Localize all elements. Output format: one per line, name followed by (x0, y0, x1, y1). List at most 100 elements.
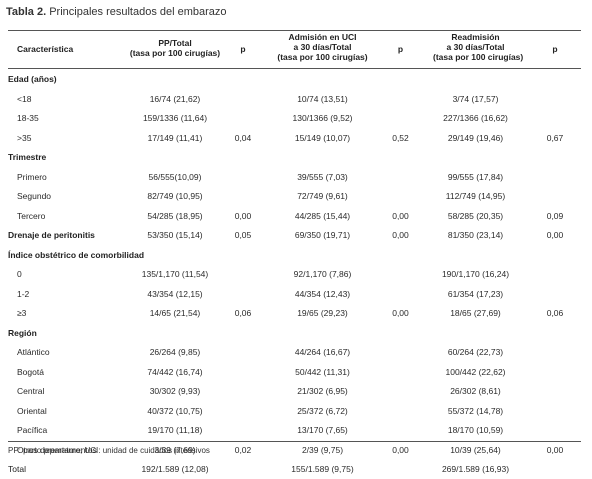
header-p1: p (240, 44, 246, 54)
header-readmision-line3: (tasa por 100 cirugías) (433, 52, 524, 62)
cell-p1: 0,04 (234, 132, 252, 143)
cell-admision: 19/65 (29,23) (297, 308, 348, 318)
row-label: ≥3 (17, 308, 27, 318)
row-label: <18 (17, 93, 32, 104)
header-pp-line2: (tasa por 100 cirugías) (129, 48, 221, 58)
row-label: Región (8, 327, 37, 338)
header-admision-line3: (tasa por 100 cirugías) (277, 52, 368, 62)
cell-admision: 69/350 (19,71) (294, 230, 351, 240)
cell-readmision: 61/354 (17,23) (447, 288, 504, 299)
cell-pp: 53/350 (15,14) (147, 230, 203, 240)
table-row: 1-2 43/354 (12,15) 44/354 (12,43) 61/354 (1… (8, 284, 581, 304)
cell-admision: 72/749 (9,61) (297, 191, 348, 201)
row-label: Trimestre (8, 152, 47, 162)
table-row: Pacífica 19/170 (11,18) 13/170 (7,65) 18/17… (8, 420, 581, 440)
cell-p1: 0,06 (234, 308, 252, 318)
top-rule (8, 30, 581, 31)
header-p2: p (397, 44, 404, 54)
row-label: Otros departamentos (17, 444, 97, 455)
cell-pp: 19/170 (11,18) (147, 425, 203, 435)
cell-pp: 56/555(10,09) (148, 171, 202, 182)
header-pp: PP/Total (tasa por 100 cirugías) (129, 38, 221, 58)
table-row: Drenaje de peritonitis 53/350 (15,14) 0,05… (8, 225, 581, 245)
table-row: >35 17/149 (11,41) 0,04 15/149 (10,07) 0,52 2… (8, 128, 581, 148)
cell-pp: 74/442 (16,74) (147, 366, 203, 377)
cell-admision: 50/442 (11,31) (295, 366, 350, 377)
row-label: Primero (17, 171, 47, 182)
cell-p2: 0,00 (392, 444, 409, 455)
cell-admision: 44/264 (16,67) (294, 347, 351, 357)
cell-p1: 0,05 (234, 230, 252, 240)
cell-admision: 2/39 (9,75) (301, 444, 344, 455)
cell-readmision: 3/74 (17,57) (452, 93, 499, 104)
row-label: Bogotá (17, 366, 44, 377)
table-row: Trimestre (8, 147, 581, 167)
table-row: Atlántico 26/264 (9,85) 44/264 (16,67) 60/2… (8, 342, 581, 362)
cell-readmision: 227/1366 (16,62) (443, 113, 508, 123)
cell-p2: 0,00 (392, 210, 409, 221)
row-label: Índice obstétrico de comorbilidad (8, 249, 145, 260)
cell-readmision: 55/372 (14,78) (447, 405, 504, 416)
cell-admision: 15/149 (10,07) (294, 132, 351, 143)
header-admision: Admisión en UCI a 30 días/Total (tasa po… (275, 32, 370, 62)
header-admision-line1: Admisión en UCI (288, 32, 357, 42)
header-rule (8, 68, 581, 69)
cell-p1: 0,00 (234, 210, 252, 221)
cell-pp: 54/285 (18,95) (147, 210, 203, 221)
row-label: Edad (años) (8, 74, 57, 84)
table-row: <18 16/74 (21,62) 10/74 (13,51) 3/74 (17,57… (8, 89, 581, 109)
row-label: Oriental (17, 405, 47, 416)
cell-readmision: 58/285 (20,35) (447, 210, 504, 221)
table-row: ≥3 14/65 (21,54) 0,06 19/65 (29,23) 0,00 18/6… (8, 303, 581, 323)
row-label: 0 (17, 269, 22, 279)
table-row: Edad (años) (8, 69, 581, 89)
cell-admision: 25/372 (6,72) (297, 405, 348, 416)
row-label: 18-35 (17, 113, 39, 123)
cell-p2: 0,00 (392, 230, 409, 240)
cell-p3: 0,00 (546, 444, 564, 455)
row-label: Tercero (17, 210, 46, 221)
cell-pp: 82/749 (10,95) (147, 191, 203, 201)
header-readmision-line1: Readmisión (451, 32, 500, 42)
cell-p1: 0,02 (234, 444, 252, 455)
table-row: Otros departamentos 3/39 (7,69) 0,02 2/39 (… (8, 440, 581, 460)
table-row: Oriental 40/372 (10,75) 25/372 (6,72) 55/37… (8, 401, 581, 421)
cell-readmision: 190/1,170 (16,24) (441, 269, 510, 279)
cell-readmision: 18/65 (27,69) (450, 308, 501, 318)
table-footnote: PP: parto prematuro; UCI: unidad de cuid… (8, 446, 210, 455)
table-number: Tabla 2. (6, 6, 47, 18)
header-p3: p (552, 44, 558, 54)
row-label: Drenaje de peritonitis (8, 230, 95, 240)
cell-readmision: 18/170 (10,59) (447, 425, 504, 435)
row-label: 1-2 (17, 288, 30, 299)
cell-p3: 0,67 (546, 132, 564, 143)
cell-pp: 43/354 (12,15) (147, 288, 203, 299)
bottom-rule (8, 441, 581, 442)
cell-readmision: 100/442 (22,62) (445, 366, 506, 377)
cell-admision: 21/302 (6,95) (297, 386, 348, 396)
cell-admision: 13/170 (7,65) (297, 425, 348, 435)
table-row: Índice obstétrico de comorbilidad (8, 245, 581, 265)
cell-p3: 0,09 (546, 210, 564, 221)
cell-pp: 17/149 (11,41) (147, 132, 203, 143)
table-row: Tercero 54/285 (18,95) 0,00 44/285 (15,44) 0… (8, 206, 581, 226)
cell-pp: 26/264 (9,85) (149, 347, 201, 357)
cell-pp: 16/74 (21,62) (149, 93, 201, 104)
cell-pp: 40/372 (10,75) (147, 405, 203, 416)
cell-readmision: 112/749 (14,95) (445, 191, 506, 201)
table-row: Región (8, 323, 581, 343)
cell-readmision: 60/264 (22,73) (447, 347, 504, 357)
table-row: Bogotá 74/442 (16,74) 50/442 (11,31) 100/44… (8, 362, 581, 382)
table-row: Primero 56/555(10,09) 39/555 (7,03) 99/555 … (8, 167, 581, 187)
header-admision-line2: a 30 días/Total (293, 42, 352, 52)
cell-admision: 39/555 (7,03) (297, 171, 348, 182)
cell-readmision: 81/350 (23,14) (447, 230, 504, 240)
header-pp-line1: PP/Total (158, 38, 192, 48)
cell-admision: 44/285 (15,44) (294, 210, 351, 221)
table-caption: Tabla 2. Principales resultados del emba… (6, 6, 227, 18)
cell-pp: 30/302 (9,93) (149, 386, 201, 396)
row-label: Central (17, 386, 45, 396)
cell-readmision: 10/39 (25,64) (450, 444, 501, 455)
table-row: Segundo 82/749 (10,95) 72/749 (9,61) 112/74… (8, 186, 581, 206)
cell-pp: 159/1336 (11,64) (142, 113, 208, 123)
